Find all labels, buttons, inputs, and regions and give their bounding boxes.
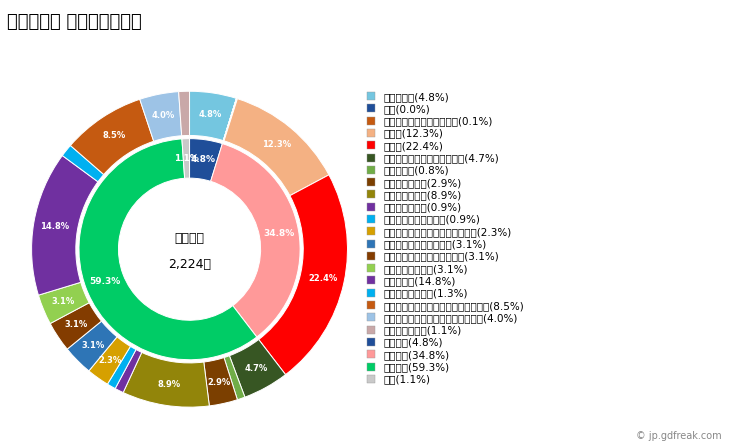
Wedge shape — [224, 356, 245, 400]
Text: 14.8%: 14.8% — [40, 222, 69, 231]
Wedge shape — [224, 99, 329, 196]
Legend: 農業，林業(4.8%), 漁業(0.0%), 鉱業，採石業，砂利採取業(0.1%), 建設業(12.3%), 製造業(22.4%), 電気・ガス・熱供給・水道業: 農業，林業(4.8%), 漁業(0.0%), 鉱業，採石業，砂利採取業(0.1%… — [367, 92, 524, 384]
Text: 2,224人: 2,224人 — [168, 259, 211, 271]
Text: 59.3%: 59.3% — [89, 277, 120, 286]
Text: 4.8%: 4.8% — [191, 155, 216, 164]
Text: 3.1%: 3.1% — [52, 297, 75, 306]
Wedge shape — [39, 282, 89, 324]
Wedge shape — [79, 139, 257, 360]
Wedge shape — [140, 92, 182, 141]
Wedge shape — [31, 156, 98, 295]
Text: 34.8%: 34.8% — [263, 229, 295, 238]
Wedge shape — [71, 99, 154, 174]
Text: ２０２０年 刈羽村の就業者: ２０２０年 刈羽村の就業者 — [7, 13, 142, 31]
Wedge shape — [63, 146, 104, 182]
Wedge shape — [230, 340, 286, 397]
Text: 4.0%: 4.0% — [152, 111, 175, 120]
Text: 就業者数: 就業者数 — [174, 232, 205, 245]
Wedge shape — [179, 91, 190, 136]
Text: 2.3%: 2.3% — [98, 356, 122, 365]
Text: 2.9%: 2.9% — [207, 378, 230, 387]
Wedge shape — [190, 139, 222, 181]
Text: 8.9%: 8.9% — [157, 380, 180, 389]
Wedge shape — [204, 358, 238, 406]
Wedge shape — [107, 346, 136, 388]
Text: 3.1%: 3.1% — [64, 320, 87, 329]
Wedge shape — [190, 91, 236, 141]
Text: 8.5%: 8.5% — [102, 131, 125, 140]
Text: 4.8%: 4.8% — [198, 109, 222, 119]
Wedge shape — [182, 139, 190, 178]
Wedge shape — [50, 303, 101, 349]
Wedge shape — [115, 349, 141, 392]
Wedge shape — [223, 98, 238, 141]
Wedge shape — [123, 352, 209, 407]
Text: © jp.gdfreak.com: © jp.gdfreak.com — [636, 431, 722, 441]
Text: 3.1%: 3.1% — [81, 341, 104, 350]
Wedge shape — [211, 144, 300, 337]
Text: 12.3%: 12.3% — [262, 140, 292, 149]
Text: 22.4%: 22.4% — [308, 274, 338, 283]
Wedge shape — [259, 175, 348, 375]
Wedge shape — [223, 98, 236, 141]
Wedge shape — [89, 337, 130, 384]
Text: 4.7%: 4.7% — [244, 364, 268, 373]
Wedge shape — [67, 321, 117, 371]
Text: 1.1%: 1.1% — [174, 154, 199, 163]
